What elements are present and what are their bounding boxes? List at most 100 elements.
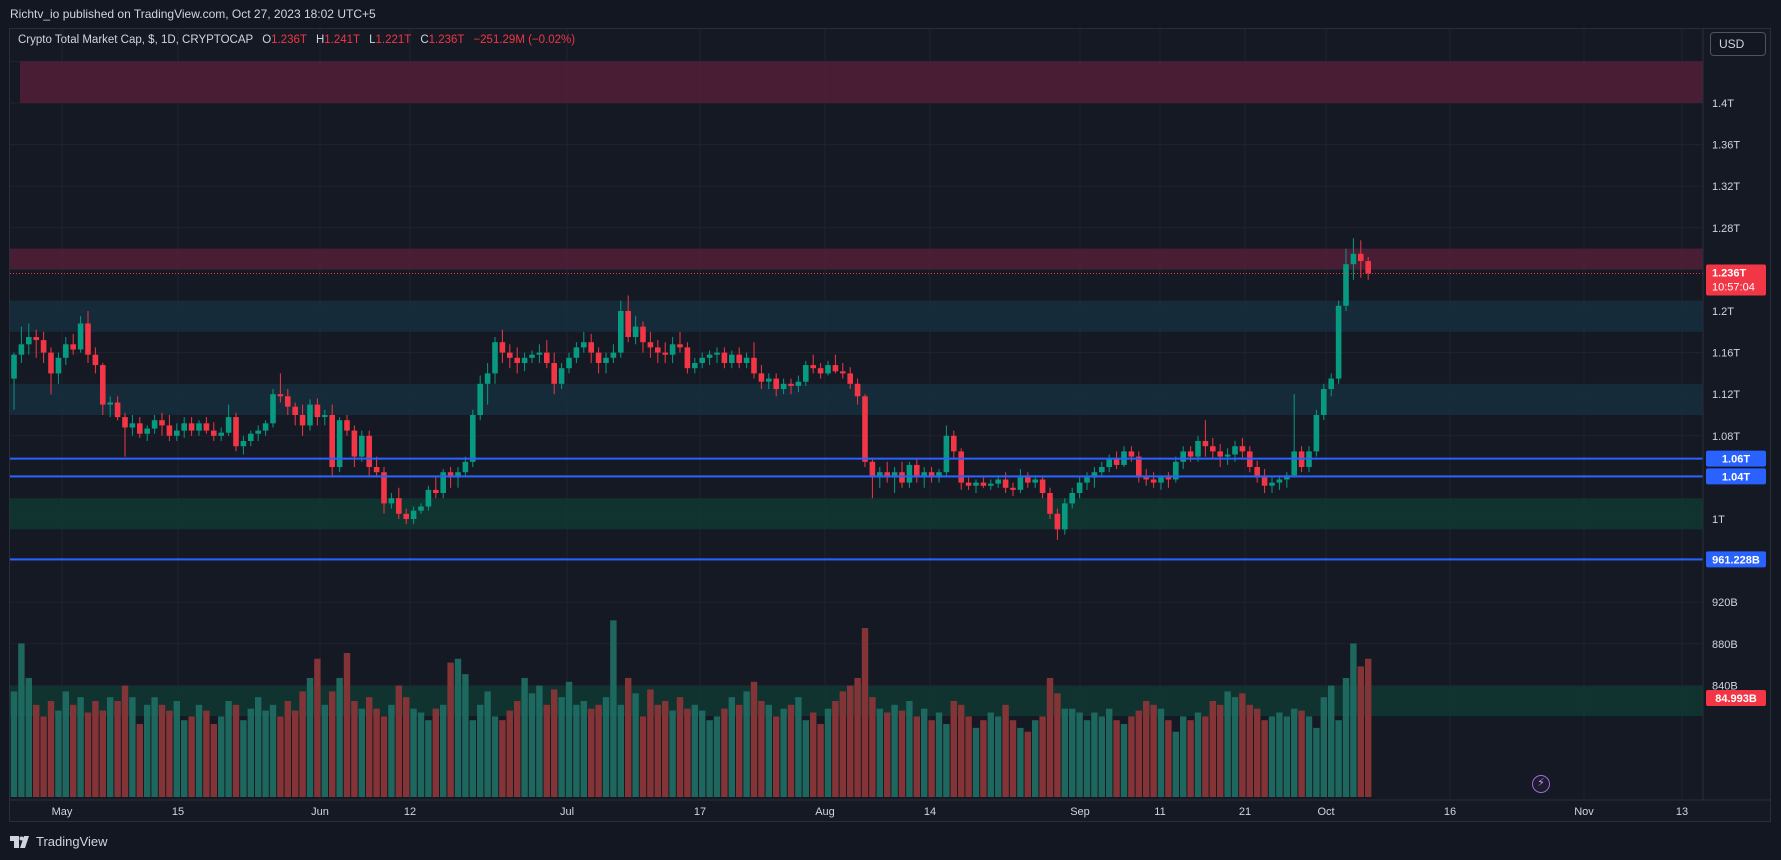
volume-bar <box>432 708 439 797</box>
candle-body <box>640 326 646 343</box>
candle-body <box>1002 479 1009 488</box>
candle-body <box>884 472 890 478</box>
level-label-bg <box>1706 450 1766 467</box>
candle-body <box>1113 458 1120 465</box>
volume-bar <box>99 710 106 797</box>
volume-bar <box>1365 658 1372 797</box>
candle-body <box>721 352 728 363</box>
volume-bar <box>699 710 706 797</box>
open-label: O <box>262 34 272 46</box>
candle-body <box>1091 472 1098 478</box>
candle-body <box>847 373 853 384</box>
candle-body <box>100 365 106 405</box>
candle-body <box>951 435 957 452</box>
level-label-bg <box>1706 551 1766 568</box>
volume-bar <box>343 653 351 797</box>
candle-body <box>662 352 668 355</box>
candle-body <box>692 363 698 369</box>
candle-body <box>573 347 580 358</box>
candle-body <box>1195 441 1201 457</box>
candle-body <box>196 423 202 431</box>
candle-body <box>988 483 994 486</box>
candle-body <box>499 342 506 353</box>
candle-body <box>625 311 631 337</box>
candle-body <box>70 344 76 350</box>
volume-bar <box>1320 697 1327 797</box>
volume-bar <box>1291 708 1298 797</box>
time-axis-tick: 12 <box>404 806 416 818</box>
candle-body <box>1350 253 1357 265</box>
candle-body <box>373 467 380 473</box>
time-axis-tick: Aug <box>815 806 835 818</box>
candle-body <box>447 472 454 478</box>
volume-bar <box>1350 643 1357 797</box>
price-axis-tick: 1.4T <box>1712 98 1734 110</box>
volume-bar <box>1254 708 1261 797</box>
candle-body <box>1025 477 1031 483</box>
candle-body <box>144 428 150 434</box>
candle-body <box>477 383 483 415</box>
volume-bar <box>10 691 18 797</box>
volume-bar <box>1039 716 1046 797</box>
volume-bar <box>795 697 802 797</box>
candle-body <box>129 423 136 428</box>
time-axis-tick: Jun <box>311 806 329 818</box>
volume-bar <box>388 704 395 797</box>
candle-body <box>1254 467 1260 478</box>
candle-body <box>677 344 683 348</box>
volume-bar <box>669 710 676 797</box>
volume-bar <box>210 724 217 797</box>
candle-body <box>403 513 409 519</box>
volume-bar <box>1032 720 1039 797</box>
volume-bar <box>1002 704 1009 797</box>
candle-body <box>18 344 25 355</box>
price-axis-tick: 1.08T <box>1712 431 1740 443</box>
volume-bar <box>447 662 454 797</box>
candle-body <box>1069 493 1075 504</box>
volume-bar <box>1328 685 1335 797</box>
volume-bar <box>1143 701 1150 797</box>
volume-bar <box>18 643 25 797</box>
tradingview-logo-icon <box>10 835 29 848</box>
candle-body <box>137 423 143 434</box>
volume-bar <box>506 710 513 797</box>
publish-info: Richtv_io published on TradingView.com, … <box>10 7 376 21</box>
time-axis-tick: 13 <box>1676 806 1688 818</box>
candle-body <box>595 352 602 363</box>
close-value: 1.236T <box>428 34 465 46</box>
price-axis-tick: 840B <box>1712 680 1738 692</box>
candle-body <box>714 352 720 355</box>
volume-bar <box>299 691 306 797</box>
time-axis-tick: 11 <box>1154 806 1165 818</box>
candle-body <box>758 373 765 382</box>
candle-body <box>388 498 395 504</box>
volume-bar <box>240 720 247 797</box>
volume-bar <box>203 710 210 797</box>
volume-bar <box>1083 720 1091 797</box>
candle-body <box>943 435 950 473</box>
lightning-icon[interactable]: ⚡ <box>1532 775 1550 793</box>
candle-body <box>48 352 54 374</box>
candle-body <box>33 337 39 341</box>
volume-bar <box>928 720 935 797</box>
candle-body <box>410 510 417 519</box>
candle-body <box>40 340 47 353</box>
volume-bar <box>1342 677 1350 797</box>
volume-bar <box>1209 701 1216 797</box>
volume-bar <box>255 697 262 797</box>
volume-bar <box>1135 710 1142 797</box>
currency-button[interactable]: USD <box>1710 32 1766 56</box>
symbol-title: Crypto Total Market Cap, $, 1D, CRYPTOCA… <box>18 34 253 46</box>
candle-body <box>928 472 935 478</box>
tradingview-footer[interactable]: TradingView <box>10 834 108 849</box>
volume-bar <box>869 697 876 797</box>
volume-bar <box>129 697 136 797</box>
candle-body <box>1335 305 1342 379</box>
candle-body <box>314 404 321 418</box>
volume-bar <box>1054 693 1061 797</box>
candle-body <box>418 506 424 511</box>
low-value: 1.221T <box>375 34 412 46</box>
volume-bar <box>77 697 84 797</box>
volume-bar <box>247 708 254 797</box>
